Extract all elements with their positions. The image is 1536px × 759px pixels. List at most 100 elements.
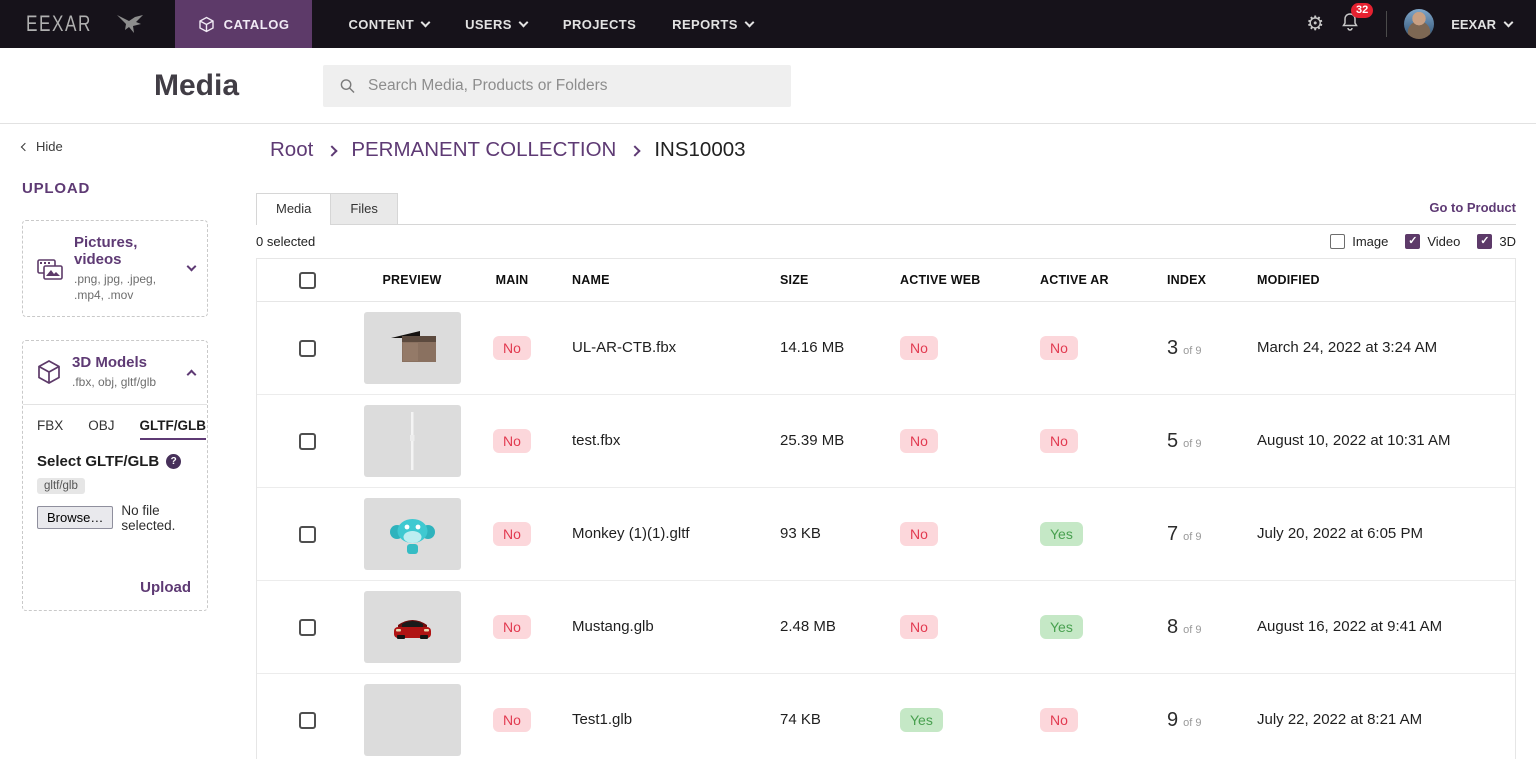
nav-item-catalog[interactable]: CATALOG	[174, 0, 313, 48]
nav-item-label: CONTENT	[348, 16, 415, 32]
video-checkbox[interactable]	[1405, 234, 1421, 249]
nav-item-label: USERS	[465, 16, 512, 32]
filter-image[interactable]: Image	[1330, 234, 1388, 249]
preview-thumbnail[interactable]	[363, 591, 461, 663]
chevron-down-icon	[744, 17, 755, 27]
nav-item-label: PROJECTS	[562, 16, 637, 32]
file-name[interactable]: UL-AR-CTB.fbx	[572, 339, 677, 356]
chevron-down-icon[interactable]	[186, 261, 197, 272]
index-value: 7	[1167, 522, 1179, 545]
preview-thumbnail[interactable]	[363, 405, 461, 477]
pictures-videos-formats: .png, jpg, .jpeg, .mp4, .mov	[74, 272, 157, 303]
user-menu[interactable]: EEXAR	[1451, 17, 1514, 32]
table-row[interactable]: No test.fbx 25.39 MB No No 5 of 9 August…	[257, 395, 1515, 488]
go-to-product-link[interactable]: Go to Product	[1429, 200, 1516, 215]
search-input[interactable]	[368, 76, 775, 95]
settings-gear-icon[interactable]: ⚙	[1306, 13, 1325, 35]
nav-item-projects[interactable]: PROJECTS	[563, 17, 636, 32]
active-ar-badge: Yes	[1040, 522, 1083, 546]
upload-button[interactable]: Upload	[140, 578, 191, 596]
breadcrumb-current: INS10003	[654, 138, 746, 161]
upload-sidebar: Hide UPLOAD Pictures, videos .png, jpg, …	[0, 124, 242, 759]
tab-fbx[interactable]: FBX	[37, 417, 64, 433]
column-header-active-ar: ACTIVE AR	[1040, 273, 1109, 287]
hide-sidebar-button[interactable]: Hide	[20, 139, 222, 154]
active-web-badge: No	[900, 429, 938, 453]
index-value: 8	[1167, 615, 1179, 638]
breadcrumb-permanent-collection[interactable]: PERMANENT COLLECTION	[351, 138, 617, 161]
cube-icon	[198, 16, 214, 32]
tab-gltf-glb[interactable]: GLTF/GLB	[139, 418, 207, 440]
3d-checkbox[interactable]	[1477, 234, 1493, 249]
preview-thumbnail[interactable]	[363, 312, 461, 384]
tab-files[interactable]: Files	[331, 193, 398, 224]
table-row[interactable]: No UL-AR-CTB.fbx 14.16 MB No No 3 of 9 M…	[257, 302, 1515, 395]
media-type-filters: Image Video 3D	[1330, 234, 1516, 249]
modified-date: August 16, 2022 at 9:41 AM	[1257, 618, 1443, 635]
column-header-modified: MODIFIED	[1257, 273, 1320, 287]
chevron-up-icon[interactable]	[186, 369, 197, 380]
chevron-down-icon	[420, 17, 431, 27]
row-checkbox[interactable]	[298, 339, 316, 357]
filter-video[interactable]: Video	[1405, 234, 1460, 249]
filter-label: 3D	[1499, 234, 1516, 249]
row-checkbox[interactable]	[298, 432, 316, 450]
filter-3d[interactable]: 3D	[1477, 234, 1516, 249]
gltf-glb-tag: gltf/glb	[37, 477, 85, 494]
table-row[interactable]: No Test1.glb 74 KB Yes No 9 of 9 July 22…	[257, 674, 1515, 759]
browse-file-button[interactable]: Browse…	[37, 506, 114, 530]
preview-thumbnail[interactable]	[363, 498, 461, 570]
row-checkbox[interactable]	[298, 711, 316, 729]
nav-item-content[interactable]: CONTENT	[348, 16, 431, 32]
index-total: of 9	[1183, 623, 1202, 636]
active-web-badge: No	[900, 615, 938, 639]
page-header: Media	[0, 48, 1536, 124]
image-checkbox[interactable]	[1330, 234, 1346, 249]
column-header-active-web: ACTIVE WEB	[900, 273, 981, 287]
search-bar[interactable]	[323, 64, 792, 107]
main-badge: No	[493, 522, 531, 546]
user-avatar[interactable]	[1404, 9, 1435, 39]
table-row[interactable]: No Mustang.glb 2.48 MB No Yes 8 of 9 Aug…	[257, 581, 1515, 674]
red-car-preview	[393, 620, 431, 639]
modified-date: March 24, 2022 at 3:24 AM	[1257, 339, 1438, 356]
file-size: 93 KB	[780, 525, 821, 542]
3d-models-formats: .fbx, obj, gltf/glb	[72, 375, 157, 390]
main-badge: No	[493, 336, 531, 360]
app-logo[interactable]: EEXAR	[26, 11, 145, 37]
divider	[1386, 11, 1388, 37]
file-name[interactable]: Monkey (1)(1).gltf	[572, 525, 690, 542]
active-web-badge: Yes	[900, 708, 943, 732]
3d-models-card-header[interactable]: 3D Models .fbx, obj, gltf/glb	[23, 341, 207, 403]
breadcrumb-root[interactable]: Root	[270, 138, 314, 161]
row-checkbox[interactable]	[298, 525, 316, 543]
table-row[interactable]: No Monkey (1)(1).gltf 93 KB No Yes 7 of …	[257, 488, 1515, 581]
content-area: Root PERMANENT COLLECTION INS10003 Media…	[242, 124, 1536, 759]
main-badge: No	[493, 615, 531, 639]
3d-cube-icon	[38, 360, 60, 385]
select-all-checkbox[interactable]	[298, 271, 316, 289]
preview-thumbnail[interactable]	[363, 684, 461, 756]
notifications-bell-icon[interactable]: 32	[1341, 2, 1374, 37]
index-value: 3	[1167, 336, 1179, 359]
nav-item-reports[interactable]: REPORTS	[672, 16, 755, 32]
file-name[interactable]: Mustang.glb	[572, 618, 654, 635]
row-checkbox[interactable]	[298, 618, 316, 636]
pictures-videos-card-header[interactable]: Pictures, videos .png, jpg, .jpeg, .mp4,…	[23, 221, 207, 316]
teal-monkey-preview	[389, 519, 435, 554]
pictures-videos-icon	[37, 258, 63, 280]
file-name[interactable]: test.fbx	[572, 432, 621, 449]
nav-item-users[interactable]: USERS	[465, 16, 529, 32]
nav-item-label: REPORTS	[672, 16, 738, 32]
help-icon[interactable]: ?	[166, 453, 182, 469]
hummingbird-logo-icon	[116, 15, 143, 33]
3d-models-upload-card: 3D Models .fbx, obj, gltf/glb FBX OBJ GL…	[22, 340, 208, 611]
select-gltf-label: Select GLTF/GLB	[37, 452, 160, 470]
active-ar-badge: No	[1040, 429, 1078, 453]
tab-media[interactable]: Media	[256, 193, 332, 225]
table-header: PREVIEW MAIN NAME SIZE ACTIVE WEB ACTIVE…	[257, 259, 1515, 302]
file-name[interactable]: Test1.glb	[572, 711, 633, 728]
tab-obj[interactable]: OBJ	[88, 417, 115, 433]
top-nav: EEXAR CATALOG CONTENT USERS PROJECTS REP…	[0, 0, 1536, 48]
modified-date: July 20, 2022 at 6:05 PM	[1257, 525, 1423, 542]
